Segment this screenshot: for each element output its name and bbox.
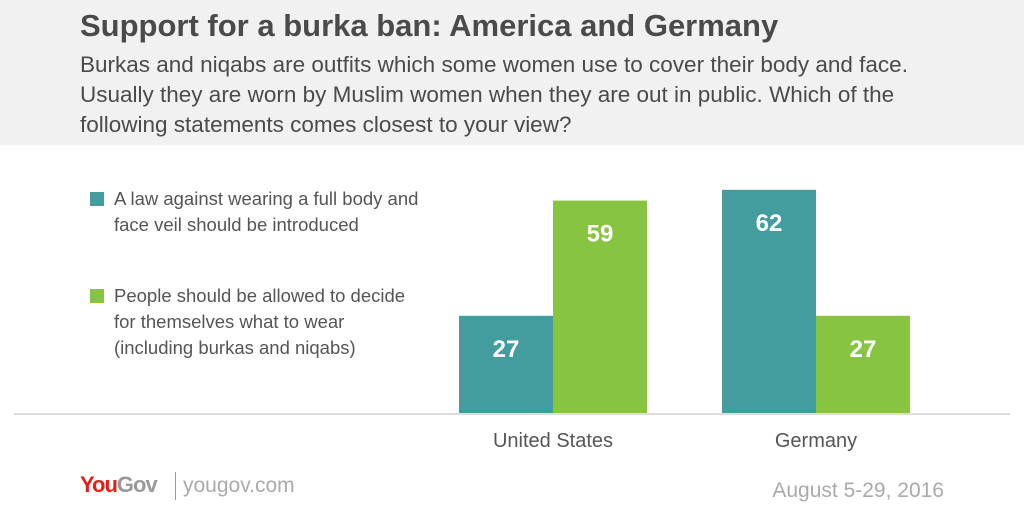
legend-label: People should be allowed to decide for t… <box>114 285 406 358</box>
legend-item-ban: A law against wearing a full body and fa… <box>90 186 424 238</box>
data-label: 59 <box>587 221 614 248</box>
survey-date: August 5-29, 2016 <box>772 479 944 502</box>
site-url: yougov.com <box>183 474 295 497</box>
bar <box>459 315 553 413</box>
data-label: 62 <box>756 210 783 237</box>
chart-title: Support for a burka ban: America and Ger… <box>80 8 779 43</box>
chart-subtitle: Burkas and niqabs are outfits which some… <box>80 52 908 137</box>
bar <box>722 189 816 413</box>
data-label: 27 <box>493 336 520 363</box>
yougov-logo: YouGov <box>80 472 158 497</box>
category-label: United States <box>493 430 613 452</box>
bar <box>816 315 910 413</box>
legend-swatch <box>90 289 104 303</box>
header-band <box>0 0 1024 145</box>
data-label: 27 <box>850 336 877 363</box>
legend-item-allow: People should be allowed to decide for t… <box>90 283 424 361</box>
bar <box>553 200 647 413</box>
legend-label: A law against wearing a full body and fa… <box>114 188 419 235</box>
legend-swatch <box>90 192 104 206</box>
category-label: Germany <box>775 430 857 452</box>
footer-divider <box>175 472 176 500</box>
